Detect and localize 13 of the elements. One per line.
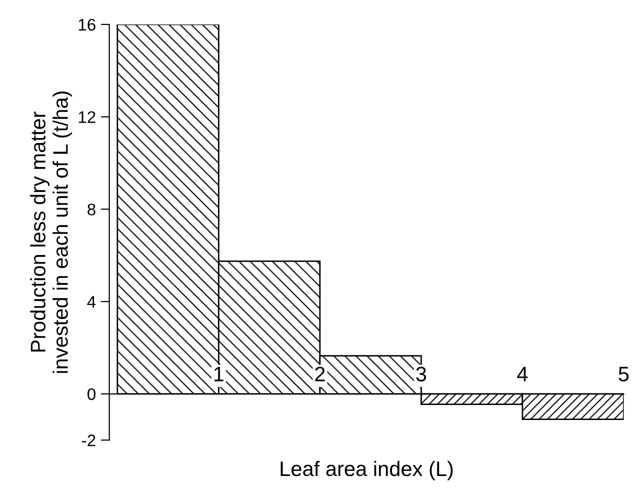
y-tick-label: 0 — [88, 388, 96, 400]
x-tick-label: 1 — [214, 366, 224, 382]
x-axis-title: Leaf area index (L) — [280, 460, 453, 480]
y-tick-label: 16 — [78, 18, 96, 31]
x-tick-label: 2 — [315, 366, 325, 382]
y-tick-label: 4 — [87, 296, 96, 308]
y-tick-label: 12 — [78, 111, 96, 123]
x-tick-label: 4 — [517, 366, 528, 382]
x-tick-label: 5 — [618, 366, 629, 382]
y-tick-label: -2 — [82, 434, 96, 446]
x-tick-label: 3 — [416, 366, 426, 382]
y-axis-title: Production less dry matter invested in each unit of L (t/ha) — [30, 92, 72, 373]
y-tick-label: 8 — [88, 204, 96, 216]
